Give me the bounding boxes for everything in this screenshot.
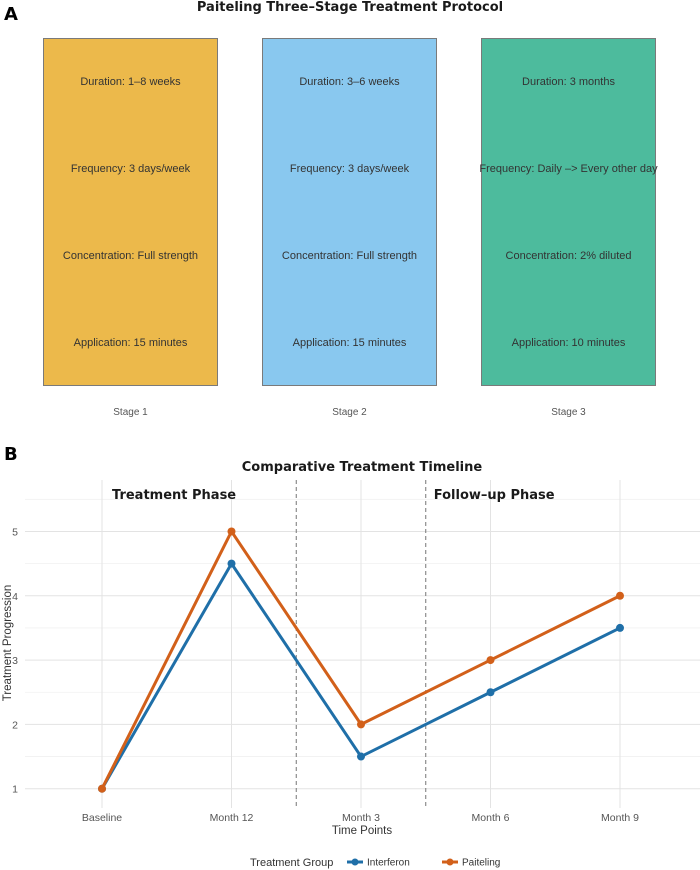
- x-tick-label: Month 3: [342, 812, 380, 824]
- stage-2-duration: Duration: 3–6 weeks: [299, 76, 400, 88]
- stage-2-concentration: Concentration: Full strength: [281, 250, 418, 262]
- y-tick-label: 2: [12, 719, 18, 731]
- stage-3-duration: Duration: 3 months: [522, 76, 615, 88]
- panel-a-title: Paiteling Three–Stage Treatment Protocol: [196, 0, 504, 15]
- data-point-paiteling: [357, 720, 365, 729]
- chart-title: Comparative Treatment Timeline: [242, 460, 483, 475]
- stage-2-box: Duration: 3–6 weeks Frequency: 3 days/we…: [262, 38, 437, 386]
- stage-1-frequency: Frequency: 3 days/week: [70, 163, 191, 175]
- data-point-paiteling: [616, 591, 624, 600]
- annotation-followup-phase: Follow–up Phase: [434, 488, 555, 503]
- stage-1-concentration: Concentration: Full strength: [62, 250, 199, 262]
- annotation-treatment-phase: Treatment Phase: [112, 488, 236, 503]
- stage-3-box: Duration: 3 months Frequency: Daily –> E…: [479, 38, 658, 386]
- legend-label-paiteling: Paiteling: [462, 858, 500, 869]
- stage-1-box: Duration: 1–8 weeks Frequency: 3 days/we…: [43, 38, 218, 386]
- y-tick-label: 5: [12, 526, 18, 538]
- stage-3-frequency: Frequency: Daily –> Every other day: [479, 163, 658, 175]
- x-axis-label: Time Points: [332, 825, 393, 837]
- y-tick-label: 1: [12, 784, 18, 796]
- stage-1-application: Application: 15 minutes: [73, 337, 188, 349]
- y-tick-label: 4: [12, 591, 18, 603]
- stage-2-application: Application: 15 minutes: [292, 337, 407, 349]
- stage-1-label: Stage 1: [113, 407, 148, 418]
- panel-b-letter: B: [4, 444, 18, 465]
- data-point-interferon: [616, 623, 624, 632]
- y-axis-label: Treatment Progression: [2, 585, 14, 702]
- data-point-paiteling: [98, 784, 106, 793]
- stage-2-frequency: Frequency: 3 days/week: [289, 163, 410, 175]
- x-tick-label: Month 12: [210, 812, 254, 824]
- stage-3-label: Stage 3: [551, 407, 586, 418]
- stage-3-application: Application: 10 minutes: [511, 337, 626, 349]
- x-tick-label: Month 9: [601, 812, 639, 824]
- y-tick-label: 3: [12, 655, 18, 667]
- legend-swatch-point-interferon: [351, 858, 359, 866]
- stage-2-label: Stage 2: [332, 407, 367, 418]
- stage-1-duration: Duration: 1–8 weeks: [80, 76, 181, 88]
- data-point-interferon: [227, 559, 236, 568]
- stage-3-concentration: Concentration: 2% diluted: [505, 250, 632, 262]
- legend-label-interferon: Interferon: [367, 858, 410, 869]
- x-tick-label: Month 6: [472, 812, 510, 824]
- comparative-timeline-chart: Comparative Treatment Timeline Treatment…: [2, 460, 700, 869]
- data-point-interferon: [357, 752, 365, 761]
- data-point-paiteling: [486, 656, 495, 665]
- data-point-interferon: [486, 688, 495, 697]
- data-point-paiteling: [227, 527, 236, 536]
- legend-swatch-point-paiteling: [446, 858, 454, 866]
- legend-title: Treatment Group: [250, 857, 333, 869]
- x-tick-label: Baseline: [82, 812, 122, 824]
- panel-a-letter: A: [4, 4, 18, 25]
